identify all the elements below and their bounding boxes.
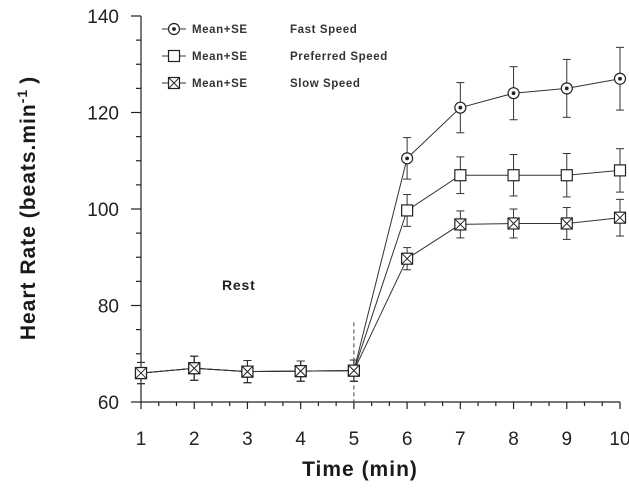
marker-square xyxy=(454,169,467,182)
legend-entry-2: Mean+SE Preferred Speed xyxy=(162,49,388,63)
data-point xyxy=(401,252,414,265)
y-axis-title-close: ) xyxy=(17,76,40,84)
data-point xyxy=(560,82,573,95)
marker-square xyxy=(613,164,627,177)
legend-label: Fast Speed xyxy=(290,24,357,36)
marker-dot xyxy=(511,91,516,96)
legend-entry-3: Mean+SE Slow Speed xyxy=(162,76,361,90)
marker-x-2 xyxy=(348,364,360,377)
x-tick-label: 3 xyxy=(242,429,253,450)
x-tick-label: 4 xyxy=(295,429,306,450)
marker-x-2 xyxy=(560,217,573,230)
legend-marker xyxy=(167,76,181,90)
y-tick-label: 80 xyxy=(98,297,119,318)
marker-dot xyxy=(618,76,622,81)
y-axis-title: Heart Rate (beats.min-1) xyxy=(14,76,40,340)
data-point xyxy=(560,217,573,230)
x-tick-label: 10 xyxy=(609,429,629,450)
x-tick-label: 6 xyxy=(402,429,413,450)
data-point xyxy=(560,169,573,182)
legend-label: Preferred Speed xyxy=(290,51,388,63)
marker-x-2 xyxy=(294,365,307,377)
marker-dot xyxy=(172,27,176,31)
marker-dot xyxy=(405,156,410,161)
x-tick-label: 9 xyxy=(561,429,572,450)
data-point xyxy=(401,204,414,217)
marker-x-2 xyxy=(507,217,520,230)
marker-x-2 xyxy=(135,367,147,379)
x-tick-label: 8 xyxy=(508,429,519,450)
data-point xyxy=(294,365,307,378)
marker-x-2 xyxy=(168,77,180,89)
series-1-markers xyxy=(134,72,627,380)
marker-square xyxy=(560,169,573,182)
series-1 xyxy=(137,46,624,385)
marker-x-2 xyxy=(241,365,254,378)
series-line xyxy=(140,78,621,374)
data-point xyxy=(454,218,467,231)
legend-prefix: Mean+SE xyxy=(192,51,248,63)
axes: 60 80 100 120 140 1 2 3 4 5 6 7 8 9 10 xyxy=(87,7,629,450)
data-point xyxy=(507,87,520,100)
marker-x-2 xyxy=(188,362,201,375)
series-3-markers xyxy=(134,211,627,380)
legend-label: Slow Speed xyxy=(290,78,361,90)
data-point xyxy=(401,152,414,165)
legend-prefix: Mean+SE xyxy=(192,78,248,90)
data-point xyxy=(507,169,520,182)
legend-prefix: Mean+SE xyxy=(192,24,248,36)
marker-square xyxy=(507,169,520,182)
marker-x-2 xyxy=(401,252,413,265)
legend-entry-1: Mean+SE Fast Speed xyxy=(162,22,357,36)
chart-marks xyxy=(134,46,627,385)
y-axis-title-superscript: -1 xyxy=(14,89,30,103)
data-point xyxy=(507,217,520,230)
data-point xyxy=(134,366,148,380)
x-tick-label: 5 xyxy=(349,429,360,450)
data-point xyxy=(613,211,627,224)
series-line xyxy=(140,169,621,374)
data-point xyxy=(347,364,360,377)
legend-marker xyxy=(167,22,181,36)
data-point xyxy=(454,169,467,182)
series-line xyxy=(140,217,621,374)
y-tick-label: 60 xyxy=(98,393,119,414)
marker-dot xyxy=(458,105,463,110)
data-point xyxy=(241,365,254,378)
data-point xyxy=(613,72,627,85)
y-tick-label: 140 xyxy=(87,7,119,28)
marker-square xyxy=(167,49,181,63)
y-tick-label: 120 xyxy=(87,104,119,125)
marker-x-2 xyxy=(454,218,467,231)
marker-dot xyxy=(564,86,569,91)
y-tick-label: 100 xyxy=(87,200,119,221)
data-point xyxy=(454,101,467,114)
x-tick-label: 2 xyxy=(189,429,200,450)
marker-x-2 xyxy=(614,211,626,224)
x-tick-label: 7 xyxy=(455,429,466,450)
legend-marker xyxy=(167,49,181,63)
x-axis-title: Time (min) xyxy=(302,458,418,481)
x-tick-label: 1 xyxy=(136,429,147,450)
marker-square xyxy=(401,204,414,217)
data-point xyxy=(188,362,201,375)
rest-annotation: Rest xyxy=(222,277,256,293)
y-axis-title-main: Heart Rate (beats.min xyxy=(17,103,40,340)
series-2-markers xyxy=(134,164,627,380)
data-point xyxy=(613,164,627,177)
